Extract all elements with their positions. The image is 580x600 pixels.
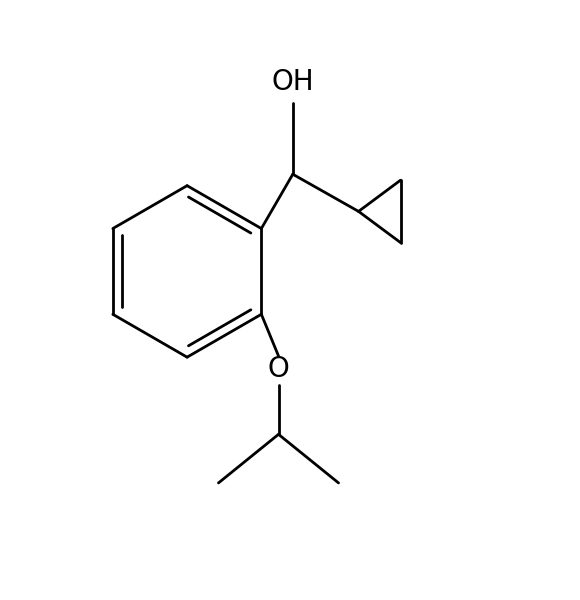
Text: O: O (267, 355, 289, 383)
Text: OH: OH (271, 68, 314, 96)
